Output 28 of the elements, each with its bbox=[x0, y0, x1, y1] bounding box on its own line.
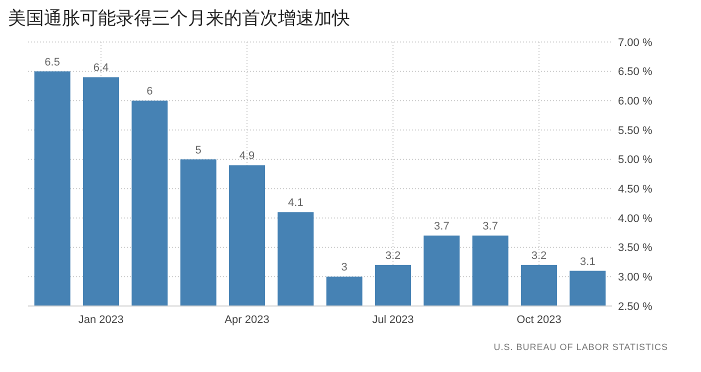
y-tick-label: 4.50 % bbox=[618, 184, 652, 196]
data-label: 6.4 bbox=[93, 62, 109, 74]
y-tick-label: 2.50 % bbox=[618, 300, 652, 313]
y-tick-label: 5.00 % bbox=[618, 154, 652, 166]
data-label: 4.9 bbox=[239, 150, 255, 162]
y-tick-label: 5.50 % bbox=[618, 124, 652, 137]
data-label: 3.7 bbox=[482, 220, 498, 233]
data-label: 3.1 bbox=[580, 256, 596, 268]
x-tick-label: Oct 2023 bbox=[516, 314, 562, 326]
data-label: 3.2 bbox=[385, 250, 401, 262]
x-tick-label: Apr 2023 bbox=[224, 314, 270, 326]
x-tick-label: Jan 2023 bbox=[78, 314, 124, 326]
x-tick-label: Jul 2023 bbox=[372, 314, 414, 326]
data-label: 3 bbox=[341, 262, 348, 274]
y-tick-label: 3.50 % bbox=[618, 242, 652, 254]
data-label: 6.5 bbox=[44, 56, 60, 68]
data-label: 5 bbox=[195, 144, 202, 156]
data-label: 6 bbox=[146, 86, 153, 98]
y-tick-label: 4.00 % bbox=[618, 212, 652, 225]
data-label: 3.2 bbox=[531, 250, 547, 262]
y-tick-label: 6.00 % bbox=[618, 96, 652, 108]
data-label: 3.7 bbox=[434, 220, 450, 233]
text: U.S. BUREAU OF LABOR STATISTICS bbox=[494, 342, 668, 352]
chart-title: 美国通胀可能录得三个月来的首次增速加快 bbox=[8, 8, 350, 28]
data-label: 4.1 bbox=[288, 197, 304, 210]
y-tick-label: 7.00 % bbox=[618, 36, 652, 49]
y-tick-label: 3.00 % bbox=[618, 272, 652, 284]
y-tick-label: 6.50 % bbox=[618, 66, 652, 78]
